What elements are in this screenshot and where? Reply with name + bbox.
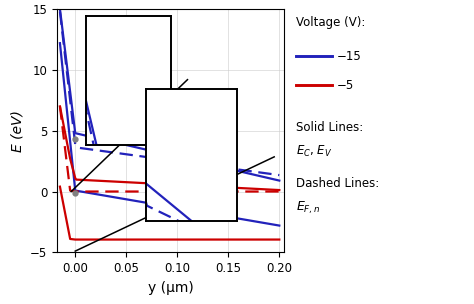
Text: $E_C$, $E_V$: $E_C$, $E_V$ <box>296 144 333 159</box>
Text: $E_{F,n}$: $E_{F,n}$ <box>296 200 320 216</box>
Y-axis label: E (eV): E (eV) <box>10 110 24 152</box>
Text: Dashed Lines:: Dashed Lines: <box>296 177 380 190</box>
Text: −15: −15 <box>337 50 361 63</box>
Text: Voltage (V):: Voltage (V): <box>296 16 365 29</box>
X-axis label: y (μm): y (μm) <box>148 281 193 295</box>
Text: Solid Lines:: Solid Lines: <box>296 121 364 134</box>
Text: −5: −5 <box>337 79 354 92</box>
